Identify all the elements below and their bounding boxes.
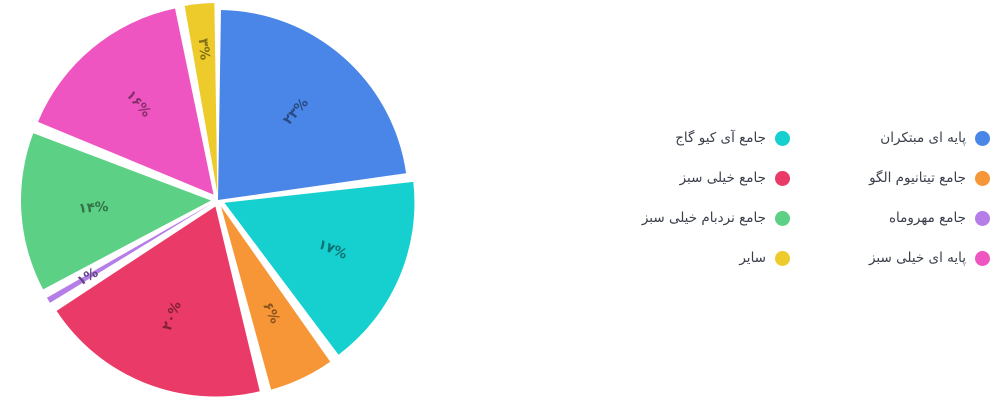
pie-slice[interactable] — [56, 206, 260, 397]
chart-legend: پایه ای مبتکران جامع تیتانیوم الگو جامع … — [600, 118, 1000, 283]
legend-item-2[interactable]: جامع مهروماه — [800, 198, 1000, 238]
pie-chart-area: ۲۳% ۱۷% ۶% ۲۰% ۱% ۱۴% ۱۶% ۳% — [0, 0, 460, 400]
legend-swatch-icon — [975, 130, 990, 146]
legend-item-label: جامع خیلی سبز — [679, 169, 766, 186]
legend-item-label: جامع نردبام خیلی سبز — [641, 209, 766, 226]
legend-swatch-icon — [775, 210, 790, 226]
legend-item-6[interactable]: جامع نردبام خیلی سبز — [600, 198, 800, 238]
legend-item-label: پایه ای مبتکران — [880, 129, 966, 146]
pie-slice[interactable] — [38, 8, 214, 195]
legend-swatch-icon — [975, 170, 990, 186]
legend-item-0[interactable]: پایه ای مبتکران — [800, 118, 1000, 158]
legend-swatch-icon — [775, 170, 790, 186]
pie-slice[interactable] — [184, 3, 218, 194]
pie-chart-svg[interactable]: ۲۳%۱۷%۶%۲۰%۱%۱۴%۱۶%۳% — [0, 0, 460, 400]
legend-item-label: جامع مهروماه — [888, 209, 966, 226]
pie-slice-value-label: ۳% — [195, 38, 213, 62]
legend-item-label: سایر — [739, 249, 766, 266]
pie-slice[interactable] — [218, 10, 407, 200]
legend-item-7[interactable]: سایر — [600, 238, 800, 278]
legend-item-3[interactable]: پایه ای خیلی سبز — [800, 238, 1000, 278]
legend-swatch-icon — [975, 250, 990, 266]
pie-slice[interactable] — [220, 206, 331, 390]
pie-slice[interactable] — [21, 133, 212, 290]
legend-swatch-icon — [775, 250, 790, 266]
pie-slices-group — [21, 3, 415, 397]
pie-slice-value-label: ۱۴% — [78, 199, 109, 217]
pie-slice[interactable] — [46, 203, 212, 303]
legend-item-4[interactable]: جامع آی کیو گاج — [600, 118, 800, 158]
legend-item-label: پایه ای خیلی سبز — [868, 249, 966, 266]
legend-item-label: جامع آی کیو گاج — [675, 129, 766, 146]
legend-swatch-icon — [975, 210, 990, 226]
legend-item-1[interactable]: جامع تیتانیوم الگو — [800, 158, 1000, 198]
legend-item-5[interactable]: جامع خیلی سبز — [600, 158, 800, 198]
legend-item-label: جامع تیتانیوم الگو — [869, 169, 966, 186]
legend-swatch-icon — [775, 130, 790, 146]
pie-slice[interactable] — [224, 181, 415, 355]
